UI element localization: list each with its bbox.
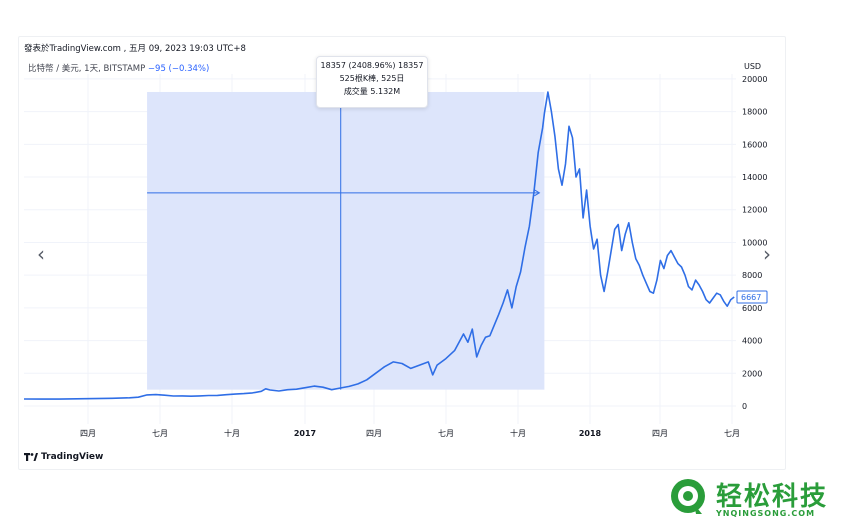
tradingview-logo-icon — [24, 452, 38, 461]
y-tick-label: 6000 — [742, 304, 762, 313]
y-tick-label: 4000 — [742, 337, 762, 346]
last-price-badge — [736, 290, 768, 304]
x-tick-label: 七月 — [724, 429, 740, 438]
watermark-text: 轻松科技 — [716, 482, 829, 512]
symbol-legend: 比特幣 / 美元, 1天, BITSTAMP −95 (−0.34%) — [28, 62, 209, 74]
x-tick-label: 四月 — [652, 429, 668, 438]
watermark-logo-icon — [671, 479, 705, 514]
measure-tooltip: 18357 (2408.96%) 18357 525根K棒, 525日 成交量 … — [316, 56, 428, 108]
measure-area[interactable] — [147, 91, 545, 390]
watermark-url: YNQINGSONG.COM — [716, 509, 816, 518]
tradingview-label: TradingView — [41, 452, 104, 462]
y-tick-label: 18000 — [742, 108, 767, 117]
x-tick-label: 四月 — [80, 429, 96, 438]
y-tick-label: 0 — [742, 402, 747, 411]
x-tick-label: 七月 — [152, 429, 168, 438]
last-price-label: 6667 — [741, 293, 761, 302]
y-tick-label: 8000 — [742, 271, 762, 280]
chevron-right-icon[interactable]: › — [763, 242, 771, 266]
symbol-name: 比特幣 / 美元, 1天, BITSTAMP — [28, 64, 146, 74]
tradingview-logo[interactable]: TradingView — [24, 452, 103, 462]
x-tick-label: 2018 — [579, 429, 602, 438]
x-tick-label: 七月 — [438, 429, 454, 438]
y-tick-label: 14000 — [742, 173, 767, 182]
chevron-left-icon[interactable]: ‹ — [37, 242, 45, 266]
y-tick-label: 2000 — [742, 369, 762, 378]
measure-arrow — [534, 189, 541, 197]
currency-label: USD — [744, 62, 761, 71]
symbol-change: −95 (−0.34%) — [147, 64, 210, 74]
tooltip-line-2: 525根K棒, 525日 — [339, 74, 405, 83]
x-tick-label: 四月 — [366, 429, 382, 438]
publish-header: 發表於TradingView.com , 五月 09, 2023 19:03 U… — [24, 44, 246, 54]
price-series-line[interactable] — [23, 91, 735, 400]
x-tick-label: 十月 — [510, 428, 526, 438]
tooltip-line-3: 成交量 5.132M — [343, 87, 401, 96]
tooltip-line-1: 18357 (2408.96%) 18357 — [320, 61, 424, 70]
x-tick-label: 十月 — [224, 428, 240, 438]
y-tick-label: 20000 — [742, 75, 767, 84]
y-tick-label: 10000 — [742, 238, 767, 247]
y-tick-label: 16000 — [742, 140, 767, 149]
y-tick-label: 12000 — [742, 206, 767, 215]
x-tick-label: 2017 — [294, 429, 316, 438]
